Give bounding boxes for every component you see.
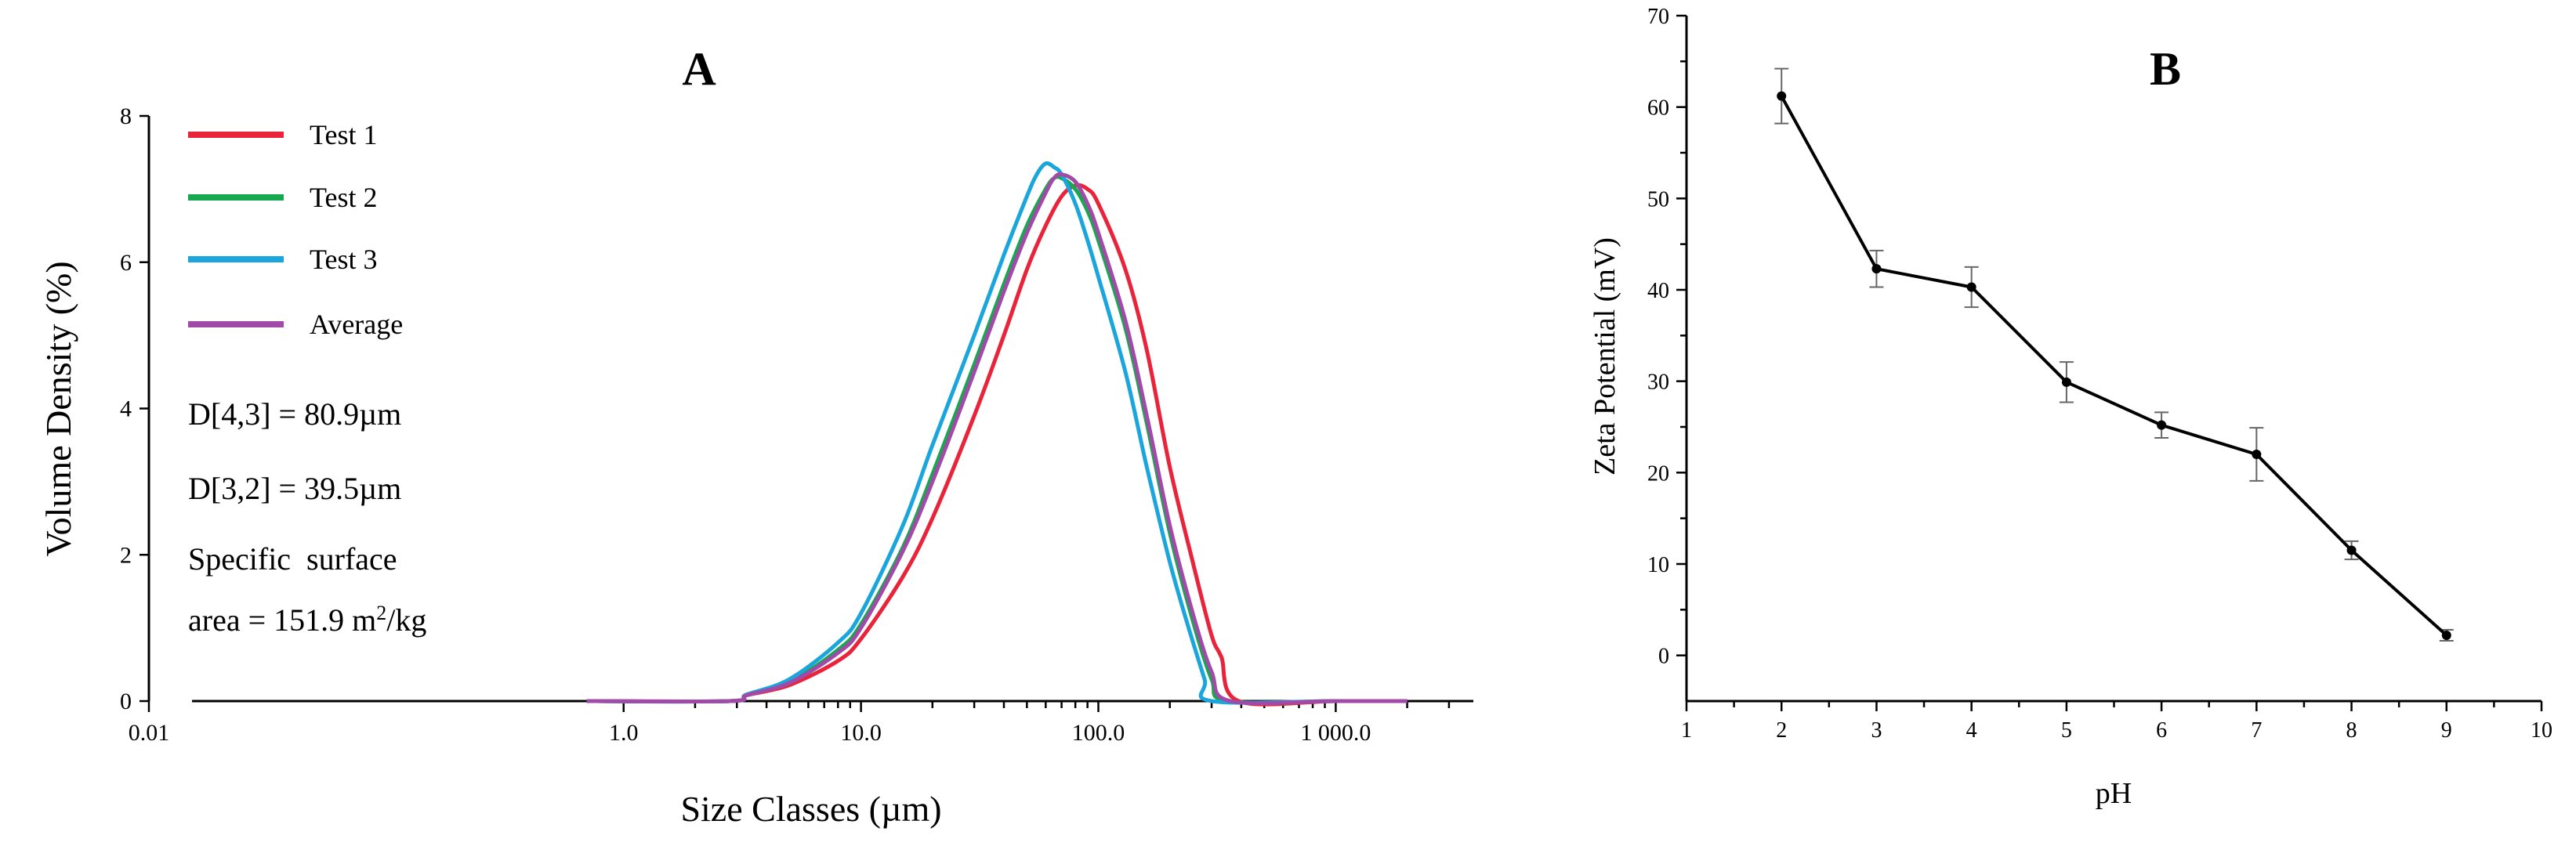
b-x-tick-label: 1: [1681, 718, 1692, 743]
data-point: [1966, 282, 1976, 292]
series-line-average: [586, 172, 1408, 706]
panel-a: A 0.01 1.0 10.0 100.0 1 000.0 0 2 4 6 8 Size Cla…: [38, 43, 1473, 829]
b-x-tick-label: 8: [2346, 718, 2357, 743]
b-y-tick-label: 20: [1647, 461, 1669, 486]
panel-b-x-label: pH: [2096, 777, 2132, 810]
data-point: [2061, 377, 2071, 387]
annotation-area-prefix: area = 151.9 m: [188, 602, 376, 638]
b-x-tick-label: 7: [2251, 718, 2262, 743]
panel-a-title: A: [682, 43, 716, 95]
data-point: [2252, 450, 2262, 459]
zeta-series-line: [1780, 95, 2448, 637]
series-line-test-2: [586, 175, 1408, 705]
b-y-tick-label: 40: [1647, 279, 1669, 303]
data-point: [1777, 91, 1787, 101]
b-y-tick-label: 70: [1647, 5, 1669, 29]
annotation-d43: D[4,3] = 80.9µm: [188, 396, 401, 432]
panel-b-y-label: Zeta Potential (mV): [1589, 237, 1621, 475]
b-y-tick-label: 50: [1647, 187, 1669, 212]
a-x-tick-label: 1 000.0: [1300, 720, 1371, 746]
annotation-area-sup: 2: [376, 602, 386, 624]
annotation-area: area = 151.9 m2/kg: [188, 602, 426, 638]
data-point: [2346, 545, 2357, 555]
b-x-tick-label: 5: [2061, 718, 2072, 743]
panel-a-x-label: Size Classes (µm): [680, 789, 941, 829]
panel-b: B 1 2 3 4 5 6 7 8 9 10 0 10 20 30 40 50 60 70 pH Zeta Po…: [1589, 5, 2552, 810]
b-x-tick-label: 10: [2531, 718, 2552, 743]
panel-a-legend: Test 1 Test 2 Test 3 Average: [188, 119, 403, 340]
legend-label: Test 2: [310, 182, 377, 213]
b-x-tick-label: 6: [2156, 718, 2167, 743]
annotation-d32: D[3,2] = 39.5µm: [188, 471, 401, 506]
annotation-area-suffix: /kg: [386, 602, 426, 638]
a-x-tick-label: 1.0: [609, 720, 639, 746]
b-y-tick-label: 10: [1647, 553, 1669, 577]
series-line-test-3: [586, 161, 1408, 705]
a-y-tick-label: 0: [120, 689, 132, 714]
annotation-specific-surface: Specific surface: [188, 541, 397, 577]
b-y-tick-label: 60: [1647, 96, 1669, 121]
a-x-tick-label: 0.01: [129, 720, 170, 746]
a-y-tick-label: 6: [120, 250, 132, 276]
a-y-tick-label: 2: [120, 542, 132, 568]
a-x-tick-label: 10.0: [840, 720, 882, 746]
panel-b-title: B: [2150, 43, 2181, 95]
b-x-tick-label: 2: [1776, 718, 1787, 743]
b-y-tick-label: 30: [1647, 371, 1669, 395]
a-x-tick-label: 100.0: [1072, 720, 1125, 746]
b-x-tick-label: 9: [2441, 718, 2452, 743]
b-x-tick-label: 3: [1871, 718, 1882, 743]
b-y-tick-label: 0: [1658, 645, 1669, 669]
a-y-tick-label: 4: [120, 396, 132, 422]
series-line-test-1: [586, 183, 1408, 707]
data-point: [1871, 264, 1882, 274]
panel-a-y-label: Volume Density (%): [38, 261, 78, 556]
b-x-tick-label: 4: [1966, 718, 1977, 743]
data-point: [2157, 420, 2167, 430]
legend-label: Test 3: [310, 244, 377, 275]
legend-label: Test 1: [310, 119, 377, 150]
a-y-tick-label: 8: [120, 103, 132, 129]
legend-label: Average: [310, 309, 403, 340]
data-point: [2441, 631, 2451, 640]
